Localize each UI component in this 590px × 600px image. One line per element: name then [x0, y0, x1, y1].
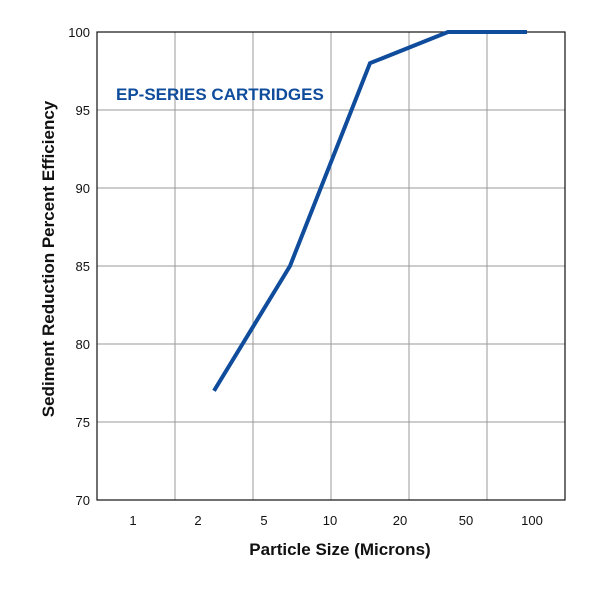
- series-layer: [212, 30, 528, 392]
- x-tick-label: 50: [459, 513, 473, 528]
- y-tick-label: 100: [68, 25, 90, 40]
- x-tick-label: 1: [129, 513, 136, 528]
- y-tick-label: 95: [76, 103, 90, 118]
- x-tick-label: 5: [260, 513, 267, 528]
- y-tick-label: 70: [76, 493, 90, 508]
- x-tick-label: 10: [323, 513, 337, 528]
- y-tick-label: 85: [76, 259, 90, 274]
- series-label: EP-SERIES CARTRIDGES: [116, 85, 324, 104]
- plot-frame: [96, 31, 566, 501]
- x-axis-ticks: 1 2 5 10 20 50 100: [129, 513, 542, 528]
- y-tick-label: 75: [76, 415, 90, 430]
- y-axis-title: Sediment Reduction Percent Efficiency: [39, 100, 58, 417]
- y-axis-ticks: 70 75 80 85 90 95 100: [68, 25, 90, 508]
- y-tick-label: 90: [76, 181, 90, 196]
- y-tick-label: 80: [76, 337, 90, 352]
- x-tick-label: 100: [521, 513, 543, 528]
- x-tick-label: 2: [194, 513, 201, 528]
- x-axis-title: Particle Size (Microns): [249, 540, 430, 559]
- grid: [97, 32, 565, 500]
- x-tick-label: 20: [393, 513, 407, 528]
